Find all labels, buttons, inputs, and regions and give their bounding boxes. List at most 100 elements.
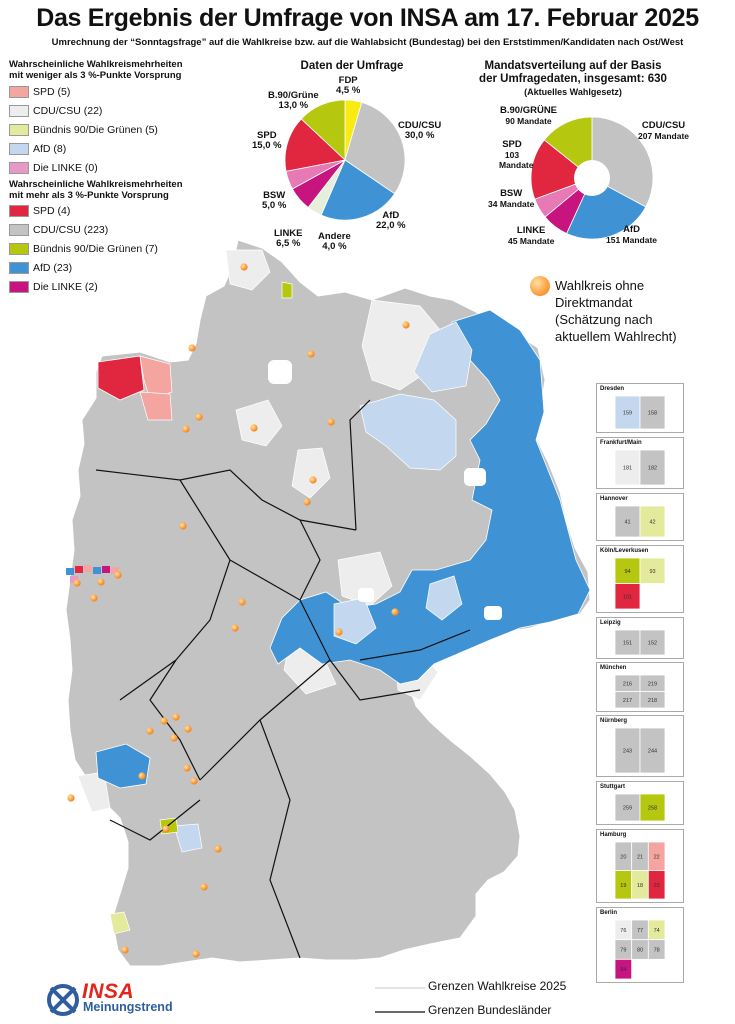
pie1-label-linke: LINKE 6,5 % [274, 228, 303, 249]
inset-district [647, 870, 666, 900]
city-hamburg [268, 360, 292, 384]
pie2-label-cdu: CDU/CSU 207 Mandate [638, 120, 690, 142]
pie2-title-line3: (Aktuelles Wahlgesetz) [524, 87, 622, 97]
legend-strong-swatch [9, 242, 29, 255]
note-line2: Direktmandat [555, 295, 633, 310]
inset-map: 41 42 [614, 505, 666, 538]
region-afd-strong-west [95, 743, 151, 789]
inset-district [639, 505, 666, 538]
legend-strong-heading-line1: Wahrscheinliche Wahlkreismehrheiten [9, 179, 183, 190]
legend-weak-heading-line1: Wahrscheinliche Wahlkreismehrheiten [9, 59, 183, 70]
inset-district-number: 101 [623, 594, 632, 600]
pie1-title: Daten der Umfrage [300, 60, 404, 72]
inset-hannover: Hannover 41 42 [596, 493, 684, 541]
inset-district-number: 79 [620, 948, 626, 954]
page-subtitle: Umrechnung der “Sonntagsfrage” auf die W… [51, 37, 684, 48]
city-berlin [464, 468, 486, 486]
region-afd-light-5 [173, 823, 203, 853]
pie2-title-line2: der Umfragedaten, insgesamt: 630 [479, 73, 667, 85]
legend-weak-label: Bündnis 90/Die Grünen (5) [33, 123, 158, 136]
region-spd-light-2 [139, 391, 173, 421]
inset-district-number: 152 [648, 641, 657, 647]
inset-district-number: 84 [620, 967, 626, 973]
inset-district [639, 557, 666, 584]
region-spd-strong-ostfriesland [97, 355, 145, 401]
pie2-label-spd: SPD 103 Mandate [499, 139, 534, 171]
inset-district-number: 78 [654, 948, 660, 954]
inset-map: 216 219 217 218 [614, 674, 666, 709]
legend-strong-swatch [9, 261, 29, 274]
inset-district-number: 219 [648, 681, 657, 687]
legend-strong-item: AfD (23) [9, 260, 72, 275]
inset-title: Berlin [600, 910, 618, 916]
inset-district-number: 21 [637, 854, 643, 860]
inset-district-number: 76 [620, 928, 626, 934]
pie2-label-bsw: BSW 34 Mandate [488, 188, 535, 210]
inset-map: 76 77 74 79 80 78 84 [614, 919, 666, 980]
legend-weak-swatch [9, 123, 29, 136]
inset-title: Frankfurt/Main [600, 440, 642, 446]
inset-district [614, 505, 641, 538]
region-cdu-light-hannover [235, 399, 283, 447]
inset-map: 159 158 [614, 395, 666, 430]
inset-district-number: 80 [637, 948, 643, 954]
note-line1: Wahlkreis ohne [555, 278, 645, 293]
inset-map: 259 258 [614, 793, 666, 822]
legend-weak-label: Die LINKE (0) [33, 161, 98, 174]
inset-map: 94 93 101 [614, 557, 666, 610]
pie1-label-spd: SPD 15,0 % [252, 130, 282, 151]
legend-weak-item: Die LINKE (0) [9, 160, 98, 175]
inset-district [639, 727, 666, 774]
state-borders [95, 399, 471, 959]
legend-weak-heading-line2: mit weniger als 3 %-Punkte Vorsprung [9, 70, 182, 81]
region-afd-light-1 [413, 321, 473, 393]
city-koeln [358, 588, 374, 602]
inset-m-nchen: München 216 219 217 218 [596, 662, 684, 712]
inset-district-number: 74 [654, 928, 660, 934]
legend-strong-label: AfD (23) [33, 261, 73, 274]
insa-logo-icon [47, 984, 79, 1016]
legend-strong-label: SPD (4) [33, 204, 71, 217]
inset-k-ln-leverkusen: Köln/Leverkusen 94 93 101 [596, 545, 684, 613]
region-afd-light-2 [359, 393, 457, 471]
inset-title: Dresden [600, 386, 625, 392]
legend-weak-label: AfD (8) [33, 142, 67, 155]
legend-strong-heading-line2: mit mehr als 3 %-Punkte Vorsprung [9, 190, 169, 201]
inset-district [647, 939, 666, 960]
region-cdu-light-nord [291, 447, 331, 499]
region-gruene-strong-2 [281, 281, 293, 299]
inset-title: Leipzig [600, 620, 621, 626]
inset-district-number: 216 [623, 681, 632, 687]
pie2-label-afd: AfD 151 Mandate [606, 224, 658, 246]
legend-strong-heading: Wahrscheinliche Wahlkreismehrheiten mit … [9, 179, 183, 201]
inset-district-number: 42 [649, 520, 655, 526]
region-cdu-light-north [225, 249, 271, 291]
pie2-label-linke: LINKE 45 Mandate [508, 225, 555, 247]
inset-district-number: 23 [654, 883, 660, 889]
inset-district-number: 218 [648, 698, 657, 704]
inset-district [614, 449, 641, 486]
inset-hamburg: Hamburg 20 21 22 19 18 23 [596, 829, 684, 903]
inset-map: 151 152 [614, 629, 666, 656]
inset-district-number: 94 [624, 569, 630, 575]
legend-strong-swatch [9, 280, 29, 293]
inset-district-number: 259 [623, 806, 632, 812]
region-cdu-light-sw [77, 771, 111, 813]
pie1-label-bsw: BSW 5,0 % [262, 190, 287, 211]
inset-district-number: 77 [637, 928, 643, 934]
note-line3: (Schätzung nach [555, 312, 653, 327]
pie1-label-fdp: FDP 4,5 % [336, 75, 361, 96]
inset-n-rnberg: Nürnberg 243 244 [596, 715, 684, 777]
legend-weak-swatch [9, 142, 29, 155]
legend-strong-label: CDU/CSU (223) [33, 223, 109, 236]
inset-district [639, 793, 666, 822]
legend-weak-heading: Wahrscheinliche Wahlkreismehrheiten mit … [9, 59, 183, 81]
pie2-title-line1: Mandatsverteilung auf der Basis [484, 60, 662, 72]
inset-district-number: 20 [620, 854, 626, 860]
inset-district [614, 958, 633, 980]
inset-district [639, 395, 666, 430]
inset-stuttgart: Stuttgart 259 258 [596, 781, 684, 825]
city-leipzig [484, 606, 502, 620]
legend-wahlkreise: Grenzen Wahlkreise 2025 [428, 979, 567, 993]
inset-district-number: 93 [649, 569, 655, 575]
